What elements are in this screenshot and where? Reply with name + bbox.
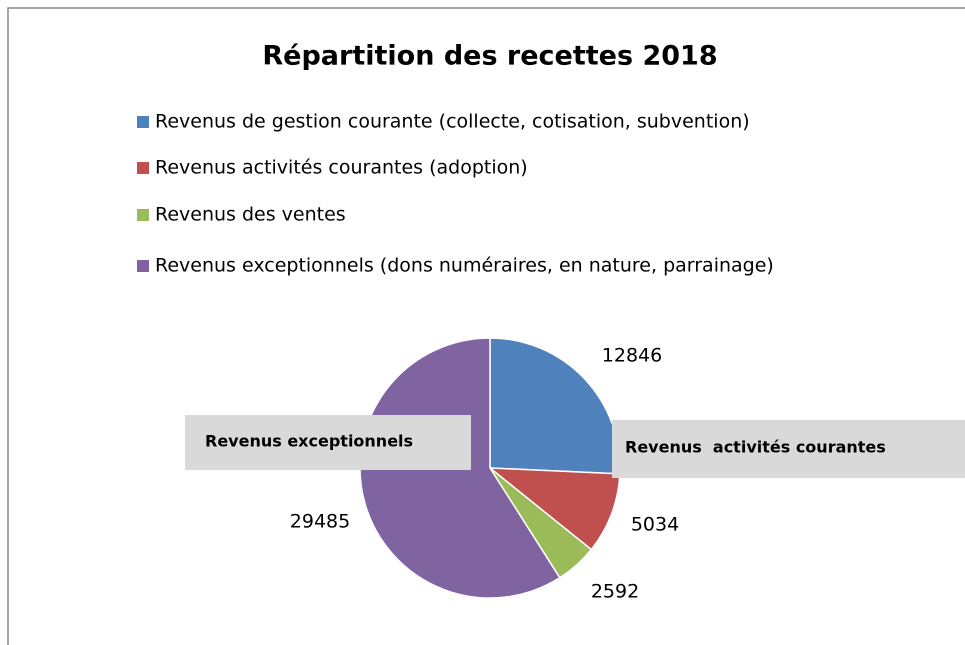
legend-label: Revenus de gestion courante (collecte, c… [155, 111, 750, 133]
annotation: Revenus activités courantes [625, 438, 886, 457]
data-label: 5034 [631, 514, 679, 536]
data-label: 29485 [290, 511, 350, 533]
legend-label: Revenus exceptionnels (dons numéraires, … [155, 255, 774, 277]
chart-title: Répartition des recettes 2018 [262, 41, 717, 72]
legend-swatch [137, 260, 149, 272]
legend-label: Revenus activités courantes (adoption) [155, 157, 528, 179]
annotation-box [612, 420, 965, 478]
annotation-box [185, 415, 471, 470]
legend-swatch [137, 116, 149, 128]
data-label: 12846 [602, 345, 662, 367]
legend-swatch [137, 209, 149, 221]
data-label: 2592 [591, 581, 639, 603]
legend-label: Revenus des ventes [155, 204, 346, 226]
annotation: Revenus exceptionnels [205, 432, 413, 451]
legend-swatch [137, 162, 149, 174]
